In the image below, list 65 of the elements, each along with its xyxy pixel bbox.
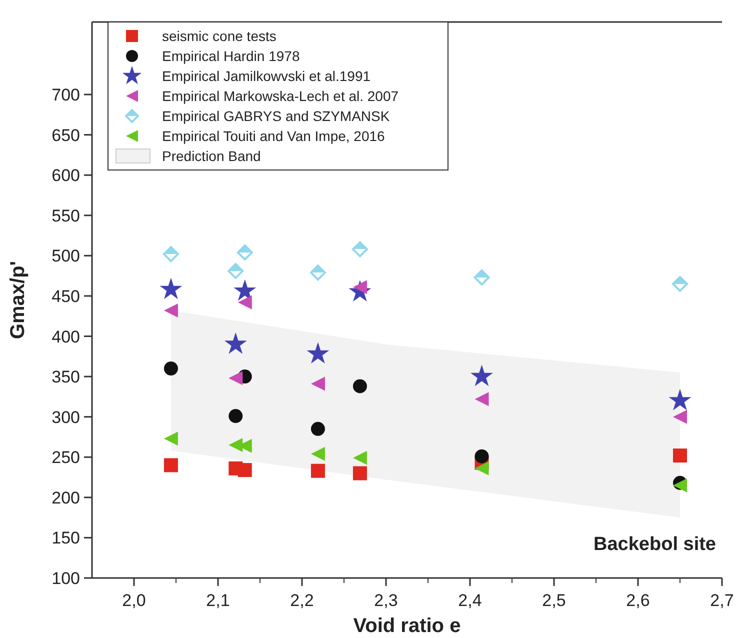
legend-label: seismic cone tests — [162, 28, 276, 44]
point — [162, 246, 179, 262]
y-tick-label: 100 — [52, 569, 80, 588]
y-tick-label: 700 — [52, 86, 80, 105]
x-tick-label: 2,7 — [710, 591, 734, 610]
point — [306, 342, 330, 364]
legend-label: Empirical Hardin 1978 — [162, 48, 300, 64]
point — [164, 432, 178, 446]
x-tick-label: 2,0 — [122, 591, 146, 610]
x-tick-label: 2,1 — [206, 591, 230, 610]
point — [310, 464, 325, 478]
point — [228, 371, 243, 386]
point — [310, 422, 325, 436]
x-tick-label: 2,3 — [374, 591, 398, 610]
point — [672, 276, 688, 292]
y-tick-label: 650 — [52, 126, 80, 145]
legend-label: Prediction Band — [162, 148, 261, 164]
point — [164, 458, 178, 472]
legend-label: Empirical Markowska-Lech et al. 2007 — [162, 88, 399, 104]
point — [352, 379, 367, 394]
point — [474, 269, 490, 286]
point — [474, 461, 489, 476]
point — [474, 449, 489, 464]
point — [352, 466, 367, 480]
x-tick-label: 2,6 — [626, 591, 650, 610]
y-tick-label: 150 — [52, 528, 80, 548]
y-tick-label: 600 — [52, 166, 80, 186]
y-tick-label: 550 — [52, 206, 80, 226]
legend-label: Empirical GABRYS and SZYMANSK — [162, 108, 390, 124]
point — [474, 392, 489, 406]
point — [310, 376, 325, 391]
point — [310, 264, 326, 281]
point — [164, 303, 178, 318]
point — [352, 450, 367, 465]
point — [673, 448, 687, 463]
y-tick-label: 450 — [52, 286, 80, 306]
y-tick-label: 250 — [52, 448, 80, 468]
y-tick-label: 500 — [52, 246, 80, 266]
legend-label: Empirical Touiti and Van Impe, 2016 — [162, 128, 386, 144]
point — [224, 332, 247, 354]
point — [470, 364, 493, 386]
point — [673, 478, 687, 492]
legend-label: Empirical Jamilkowvski et al.1991 — [162, 68, 371, 84]
x-tick-label: 2,4 — [458, 591, 482, 610]
point — [352, 241, 368, 258]
y-tick-label: 300 — [52, 408, 80, 427]
point — [160, 278, 182, 300]
point — [234, 279, 256, 301]
point — [228, 262, 244, 279]
point — [310, 446, 325, 461]
x-axis-title: Void ratio e — [353, 615, 461, 637]
annotation: Backebol site — [594, 534, 716, 555]
point — [668, 388, 692, 410]
y-tick-label: 200 — [52, 488, 80, 508]
x-tick-label: 2,2 — [290, 591, 314, 610]
point — [673, 410, 687, 424]
y-tick-label: 400 — [52, 327, 80, 346]
point — [164, 361, 178, 376]
y-tick-label: 350 — [52, 368, 80, 387]
y-axis-title: Gmax/p' — [7, 260, 29, 340]
point — [238, 463, 252, 478]
point — [236, 244, 253, 260]
point — [228, 409, 243, 424]
x-tick-label: 2,5 — [542, 591, 566, 610]
point — [238, 295, 252, 310]
